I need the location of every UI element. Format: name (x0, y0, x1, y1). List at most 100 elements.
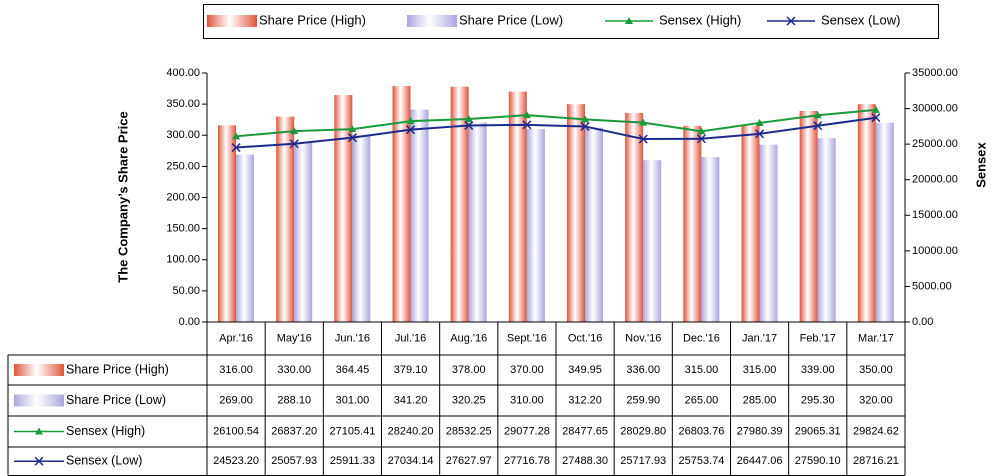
line-marker (406, 117, 415, 125)
line-marker (755, 118, 764, 126)
y-tick-label: 400.00 (166, 67, 200, 79)
bar (875, 122, 894, 322)
y2-tick-label: 0.00 (912, 316, 933, 328)
line-marker (290, 127, 299, 135)
line-marker (464, 115, 473, 123)
table-cell: 27980.39 (737, 425, 783, 437)
y2-tick-label: 25000.00 (912, 138, 958, 150)
bar (585, 127, 603, 322)
table-cell: 28532.25 (446, 425, 492, 437)
line-marker (347, 133, 357, 143)
line-marker (580, 121, 590, 131)
line-marker (289, 139, 299, 149)
table-cell: 315.00 (685, 364, 719, 376)
table-cell: 28477.65 (562, 425, 608, 437)
line-marker (813, 121, 823, 131)
bar (683, 125, 702, 322)
table-cell: 26447.06 (737, 455, 783, 467)
y-tick-label: 350.00 (166, 98, 200, 110)
legend-swatch (407, 15, 457, 27)
y-tick-label: 250.00 (166, 160, 200, 172)
x-tick-label: Aug.'16 (450, 332, 487, 344)
table-cell: 28029.80 (620, 425, 666, 437)
bar (508, 91, 527, 322)
table-cell: 259.90 (626, 394, 660, 406)
table-cell: 364.45 (336, 364, 370, 376)
line-marker (755, 129, 765, 139)
table-cell: 269.00 (219, 394, 253, 406)
table-row-label: Sensex (High) (66, 424, 145, 438)
table-cell: 336.00 (626, 364, 660, 376)
table-row-label: Share Price (High) (66, 362, 169, 376)
legend-swatch (14, 394, 64, 407)
table-cell: 27105.41 (329, 425, 375, 437)
table-cell: 26100.54 (213, 425, 259, 437)
y-tick-label: 0.00 (179, 316, 200, 328)
table-cell: 301.00 (336, 394, 370, 406)
legend-marker (34, 456, 44, 466)
y2-tick-label: 30000.00 (912, 102, 958, 114)
table-cell: 29077.28 (504, 425, 550, 437)
table-cell: 379.10 (394, 364, 428, 376)
line-marker (232, 132, 241, 140)
bar (799, 110, 818, 322)
x-tick-label: Mar.'17 (858, 332, 894, 344)
line-marker (231, 143, 241, 153)
table-cell: 27488.30 (562, 455, 608, 467)
bar (218, 125, 236, 322)
x-tick-label: May'16 (277, 332, 312, 344)
table-cell: 320.00 (859, 394, 893, 406)
legend-label: Share Price (Low) (459, 12, 563, 27)
legend-marker (625, 17, 633, 24)
table-cell: 29824.62 (853, 425, 899, 437)
line-marker (522, 111, 531, 119)
y-tick-label: 100.00 (166, 254, 200, 266)
line-marker (522, 120, 532, 130)
x-tick-label: Jun.'16 (335, 332, 370, 344)
line (236, 116, 877, 149)
x-tick-label: Nov.'16 (625, 332, 661, 344)
table-cell: 285.00 (743, 394, 777, 406)
table-row-label: Share Price (Low) (66, 393, 166, 407)
table-cell: 310.00 (510, 394, 544, 406)
table-cell: 295.30 (801, 394, 835, 406)
bar (857, 104, 876, 322)
bar (294, 142, 313, 322)
line-marker (348, 125, 357, 133)
bar (276, 116, 295, 322)
table-cell: 339.00 (801, 364, 835, 376)
table-cell: 27034.14 (388, 455, 434, 467)
x-tick-label: Feb.'17 (800, 332, 836, 344)
bar (392, 86, 411, 322)
line-marker (813, 111, 822, 119)
table-cell: 288.10 (277, 394, 311, 406)
y-tick-label: 300.00 (166, 129, 200, 141)
table-cell: 27590.10 (795, 455, 841, 467)
y2-tick-label: 5000.00 (912, 280, 952, 292)
table-cell: 26803.76 (678, 425, 724, 437)
line-marker (871, 113, 881, 123)
x-tick-label: Dec.'16 (683, 332, 720, 344)
x-tick-label: Apr.'16 (219, 332, 253, 344)
y2-tick-label: 20000.00 (912, 174, 958, 186)
x-tick-label: Jan.'17 (742, 332, 777, 344)
y-tick-label: 50.00 (172, 285, 200, 297)
bar (759, 144, 778, 322)
bar (334, 95, 353, 322)
bar (625, 112, 644, 322)
bar (526, 129, 545, 322)
line-marker (696, 134, 706, 144)
y2-tick-label: 10000.00 (912, 245, 958, 257)
table-cell: 320.25 (452, 394, 486, 406)
legend-swatch (207, 15, 257, 27)
bar (741, 125, 760, 322)
bar (236, 154, 254, 322)
legend-swatch (14, 364, 64, 376)
table-cell: 27627.97 (446, 455, 492, 467)
line-marker (464, 120, 474, 130)
legend-marker (786, 16, 796, 26)
line-marker (871, 105, 880, 113)
bar (410, 109, 429, 322)
legend-marker (35, 427, 43, 435)
